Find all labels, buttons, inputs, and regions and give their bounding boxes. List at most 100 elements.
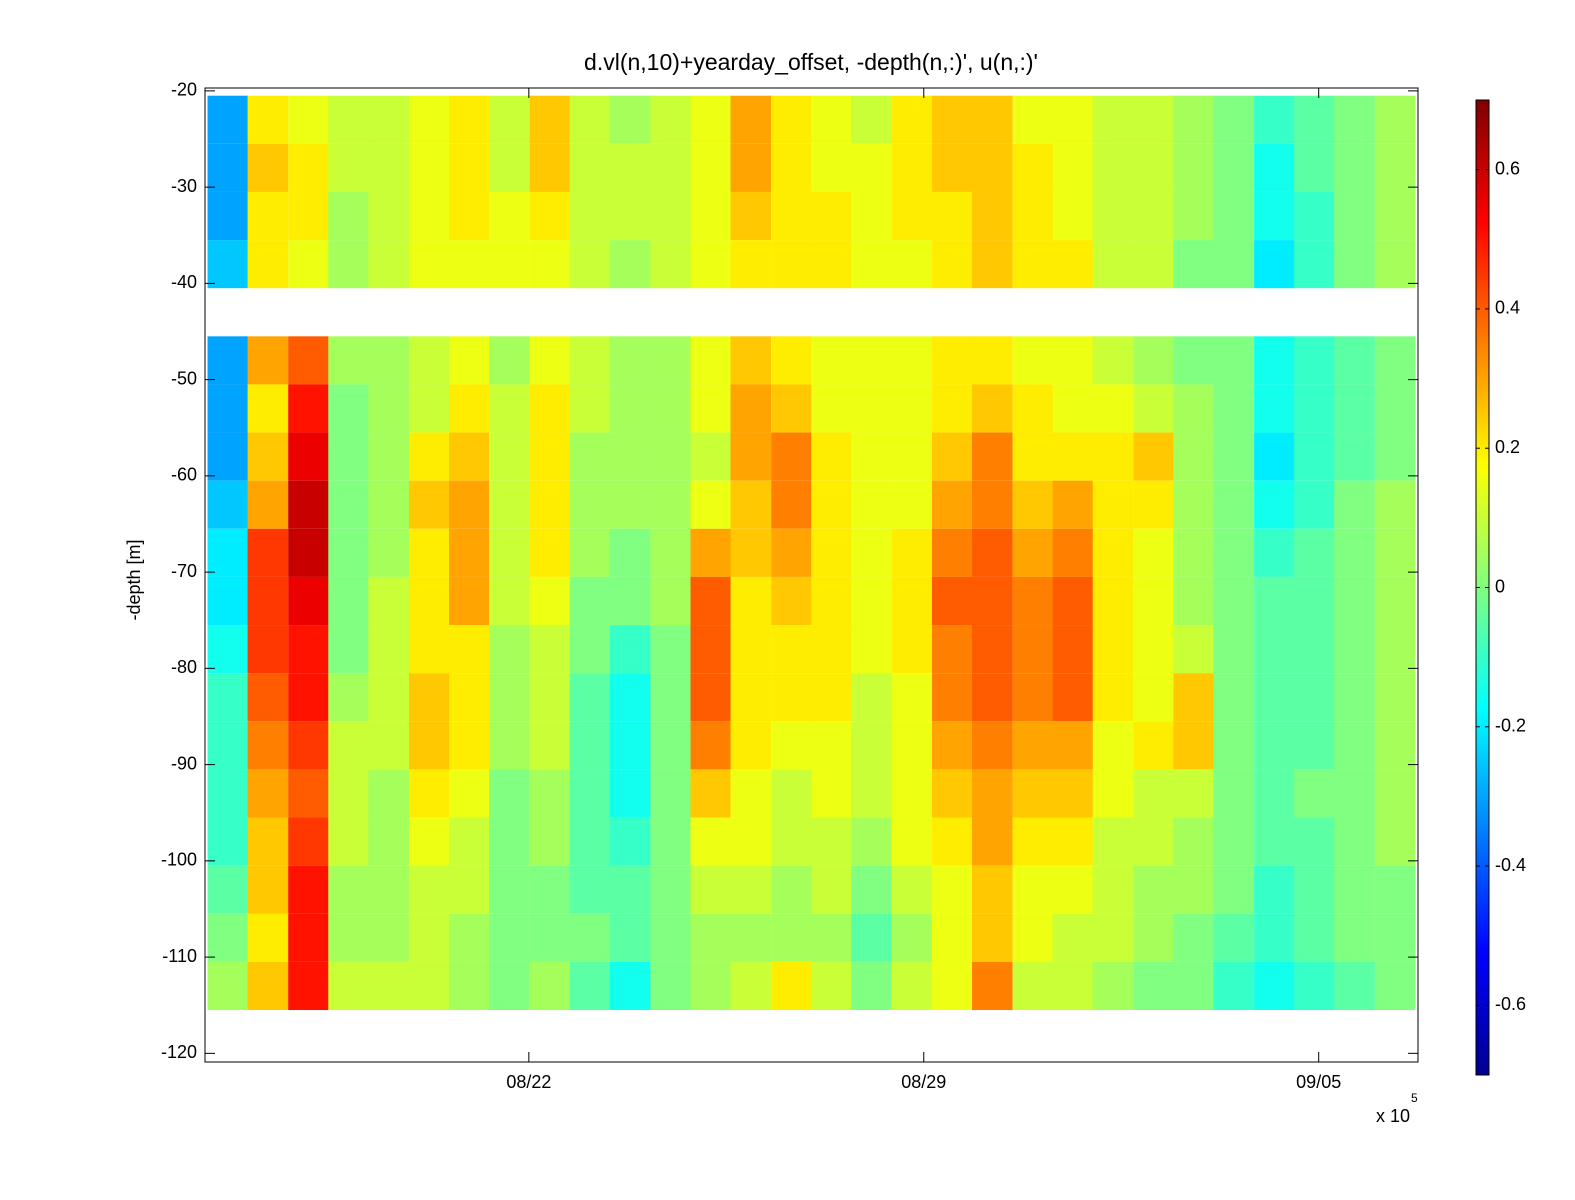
cell <box>1374 913 1416 962</box>
cell <box>489 961 530 1011</box>
cell <box>811 625 852 674</box>
cell <box>1254 384 1295 433</box>
cell <box>529 625 571 674</box>
cell <box>1254 336 1295 385</box>
cell <box>690 143 732 192</box>
cell <box>1254 480 1295 529</box>
cell <box>931 673 973 722</box>
cell <box>931 865 973 914</box>
cell <box>1092 673 1134 722</box>
cell <box>1213 721 1255 770</box>
cell <box>408 817 450 866</box>
cell <box>1133 432 1175 481</box>
cell <box>1052 769 1094 818</box>
cell <box>650 240 692 289</box>
cell <box>1052 384 1094 433</box>
cell <box>931 95 973 144</box>
cell <box>730 817 772 866</box>
cell <box>449 576 490 626</box>
cell <box>972 191 1013 241</box>
cell <box>408 721 450 770</box>
cell <box>529 191 571 241</box>
cell <box>1052 336 1094 385</box>
cell <box>1092 143 1134 192</box>
cell <box>730 673 772 722</box>
cell <box>1213 625 1255 674</box>
cell <box>328 336 369 385</box>
cell <box>1012 384 1054 433</box>
cell <box>811 384 852 433</box>
cell <box>690 336 732 385</box>
cell <box>609 576 651 626</box>
cell <box>408 143 450 192</box>
cell <box>247 95 289 144</box>
cell <box>730 576 772 626</box>
cell <box>1213 961 1255 1011</box>
cell <box>650 432 692 481</box>
cell <box>690 95 732 144</box>
cell <box>1173 191 1215 241</box>
cell <box>449 143 490 192</box>
cell <box>609 191 651 241</box>
cell <box>1213 865 1255 914</box>
cell <box>449 625 490 674</box>
cell <box>328 143 369 192</box>
cell <box>690 625 732 674</box>
cell <box>811 769 852 818</box>
cell <box>690 673 732 722</box>
cell <box>449 480 490 529</box>
cell <box>1294 191 1335 241</box>
cell <box>207 95 249 144</box>
chart-title: d.vl(n,10)+yearday_offset, -depth(n,:)',… <box>584 49 1038 75</box>
cell <box>569 625 611 674</box>
cell <box>529 143 571 192</box>
cell <box>1254 625 1295 674</box>
cell <box>368 240 409 289</box>
cell <box>972 817 1013 866</box>
cell <box>931 336 973 385</box>
cell <box>1374 817 1416 866</box>
cell <box>650 865 692 914</box>
cell <box>207 143 249 192</box>
cell <box>690 865 732 914</box>
cell <box>1374 625 1416 674</box>
cell <box>1173 432 1215 481</box>
cell <box>529 673 571 722</box>
cell <box>1213 913 1255 962</box>
cell <box>972 769 1013 818</box>
cell <box>931 191 973 241</box>
cell <box>609 528 651 577</box>
cell <box>529 865 571 914</box>
cell <box>529 817 571 866</box>
y-tick-label: -100 <box>161 850 197 870</box>
cell <box>609 913 651 962</box>
cell <box>368 143 409 192</box>
cell <box>529 432 571 481</box>
axes-box <box>204 87 1419 1063</box>
cell <box>972 95 1013 144</box>
cell <box>891 576 933 626</box>
cell <box>811 913 852 962</box>
cell <box>1334 817 1375 866</box>
cell <box>1374 143 1416 192</box>
cell <box>247 143 289 192</box>
cell <box>247 721 289 770</box>
cell <box>891 384 933 433</box>
cell <box>1213 528 1255 577</box>
cell <box>1012 336 1054 385</box>
cell <box>449 961 490 1011</box>
cell <box>972 528 1013 577</box>
cell <box>529 95 571 144</box>
cell <box>207 480 249 529</box>
cell <box>247 817 289 866</box>
cell <box>1173 769 1215 818</box>
y-tick-label: -60 <box>171 465 197 485</box>
cell <box>288 961 329 1011</box>
cell <box>690 240 732 289</box>
cell <box>1052 913 1094 962</box>
cell <box>609 95 651 144</box>
cell <box>730 143 772 192</box>
cell <box>1374 961 1416 1011</box>
colorbar-tick-label: -0.2 <box>1495 716 1526 736</box>
cell <box>569 817 611 866</box>
